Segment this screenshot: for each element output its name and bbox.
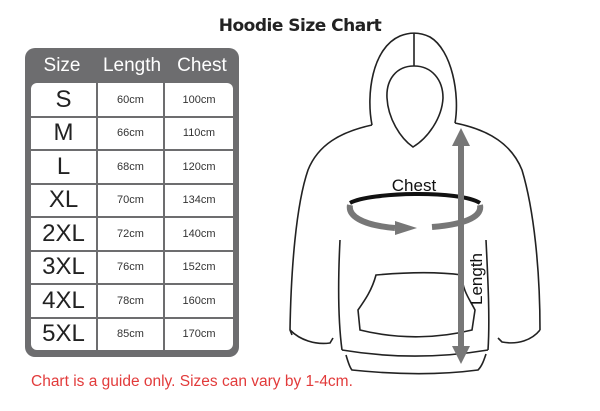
size-row: XL 70cm 134cm bbox=[31, 183, 233, 217]
chest-arrow bbox=[346, 204, 396, 231]
arrow-up-icon bbox=[452, 128, 470, 146]
cell-size: S bbox=[31, 83, 98, 116]
cell-chest: 110cm bbox=[182, 127, 216, 139]
chest-arrow-tail bbox=[431, 204, 484, 230]
cell-length: 70cm bbox=[98, 183, 165, 217]
cell-chest: 170cm bbox=[182, 328, 216, 340]
length-label: Length bbox=[467, 253, 486, 305]
row-divider bbox=[31, 149, 233, 151]
cell-chest: 140cm bbox=[182, 227, 216, 240]
size-row: 3XL 76cm 152cm bbox=[31, 250, 233, 284]
cell-chest: 152cm bbox=[182, 261, 216, 273]
cell-size: 4XL bbox=[31, 284, 98, 317]
cell-length: 78cm bbox=[98, 284, 165, 317]
cell-length: 85cm bbox=[98, 317, 165, 350]
cell-length: 72cm bbox=[98, 217, 165, 250]
header-length: Length bbox=[102, 55, 162, 76]
cell-length: 68cm bbox=[98, 150, 165, 183]
cell-size: M bbox=[31, 116, 98, 150]
hoodie-outline bbox=[289, 32, 541, 375]
row-divider bbox=[31, 283, 233, 285]
chest-label: Chest bbox=[392, 176, 437, 195]
cell-chest: 160cm bbox=[182, 294, 216, 307]
size-disclaimer: Chart is a guide only. Sizes can vary by… bbox=[31, 373, 353, 390]
chest-arrow-head-icon bbox=[395, 221, 417, 235]
size-row: M 66cm 110cm bbox=[31, 116, 233, 150]
cell-size: 5XL bbox=[31, 317, 98, 350]
cell-chest: 134cm bbox=[182, 194, 216, 206]
cell-chest: 120cm bbox=[182, 160, 216, 173]
chart-title: Hoodie Size Chart bbox=[218, 16, 382, 36]
row-divider bbox=[31, 115, 233, 118]
chest-back-line bbox=[349, 192, 482, 205]
cell-length: 60cm bbox=[98, 83, 165, 116]
row-divider bbox=[31, 216, 233, 218]
size-row: 5XL 85cm 170cm bbox=[31, 317, 233, 350]
cell-length: 66cm bbox=[98, 116, 165, 150]
size-row: 2XL 72cm 140cm bbox=[31, 217, 233, 250]
row-divider bbox=[31, 249, 233, 252]
cell-size: XL bbox=[31, 183, 98, 217]
row-divider bbox=[31, 182, 233, 185]
size-table: Size Length Chest S 60cm 100cm M 66cm 110cm L 6… bbox=[25, 48, 239, 357]
cell-size: L bbox=[31, 150, 98, 183]
cell-chest: 100cm bbox=[182, 93, 216, 106]
size-row: L 68cm 120cm bbox=[31, 150, 233, 183]
size-grid: S 60cm 100cm M 66cm 110cm L 68cm 120cm XL 70cm 134c… bbox=[31, 83, 233, 350]
cell-length: 76cm bbox=[98, 250, 165, 284]
cell-size: 2XL bbox=[31, 217, 98, 250]
arrow-down-icon bbox=[452, 346, 470, 364]
header-size: Size bbox=[43, 55, 81, 76]
cell-size: 3XL bbox=[31, 250, 98, 284]
header-chest: Chest bbox=[177, 55, 227, 76]
size-row: S 60cm 100cm bbox=[31, 83, 233, 116]
size-row: 4XL 78cm 160cm bbox=[31, 284, 233, 317]
row-divider bbox=[31, 316, 233, 319]
